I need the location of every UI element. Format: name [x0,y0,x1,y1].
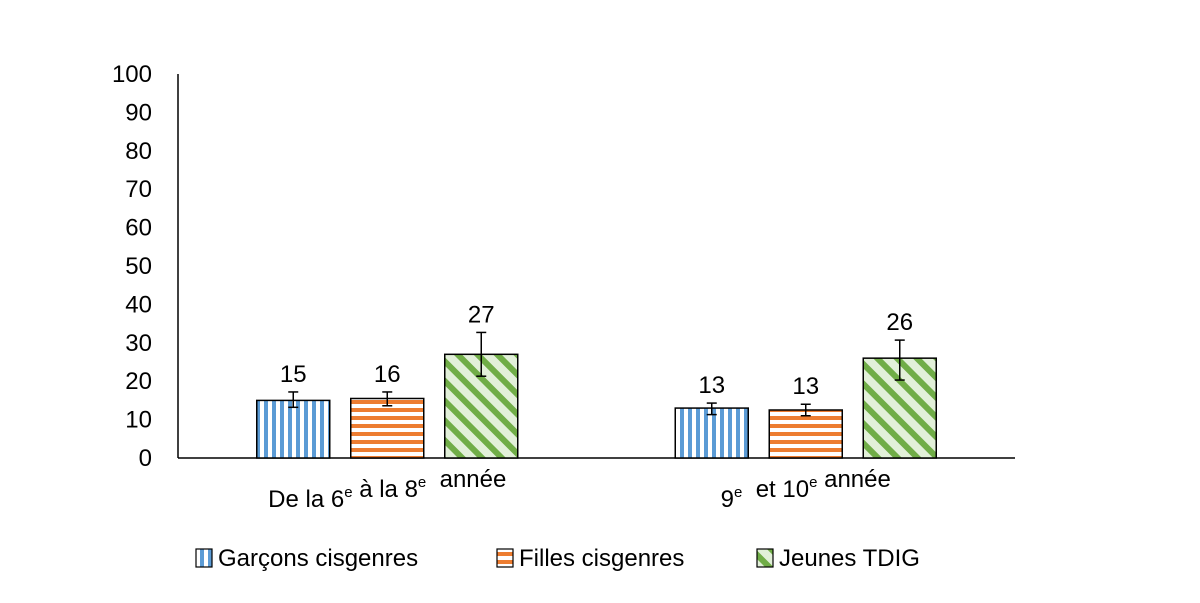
bar [674,407,749,459]
legend-item: Filles cisgenres [496,545,684,572]
bar [768,409,843,459]
data-label: 13 [698,372,725,399]
legend: Garçons cisgenres Filles cisgenres Jeunes … [195,545,920,572]
legend-label: Jeunes TDIG [779,545,920,572]
y-tick-label: 40 [125,291,152,318]
x-category-label: 9e et 10e année [721,466,891,513]
y-tick-label: 0 [139,445,152,472]
legend-swatch [195,548,213,568]
legend-swatch [496,548,514,568]
data-label: 27 [468,301,495,328]
error-bar [288,391,299,409]
error-bar [706,402,717,416]
y-tick-label: 30 [125,330,152,357]
y-tick-label: 10 [125,407,152,434]
bar [256,399,331,459]
data-label: 15 [280,361,307,388]
data-label: 16 [374,361,401,388]
bars: 15 16 27 13 13 26 [256,301,937,459]
y-tick-label: 100 [112,61,152,88]
legend-swatch [756,548,774,568]
error-bar [382,391,393,407]
legend-label: Filles cisgenres [519,545,684,572]
error-bar [894,339,905,381]
y-tick-label: 20 [125,368,152,395]
bar [350,397,425,459]
error-bar [800,403,811,417]
data-label: 26 [886,309,913,336]
y-tick-label: 80 [125,138,152,165]
legend-item: Garçons cisgenres [195,545,418,572]
x-category-label: De la 6e à la 8e année [268,466,506,513]
error-bar [476,331,487,377]
legend-label: Garçons cisgenres [218,545,418,572]
y-tick-label: 50 [125,253,152,280]
y-tick-label: 60 [125,215,152,242]
y-tick-label: 70 [125,176,152,203]
data-label: 13 [792,373,819,400]
axes: 0 10 20 30 40 50 60 70 80 90 100 De la 6e à la 8e a… [112,61,1015,513]
legend-item: Jeunes TDIG [756,545,920,572]
y-tick-label: 90 [125,99,152,126]
